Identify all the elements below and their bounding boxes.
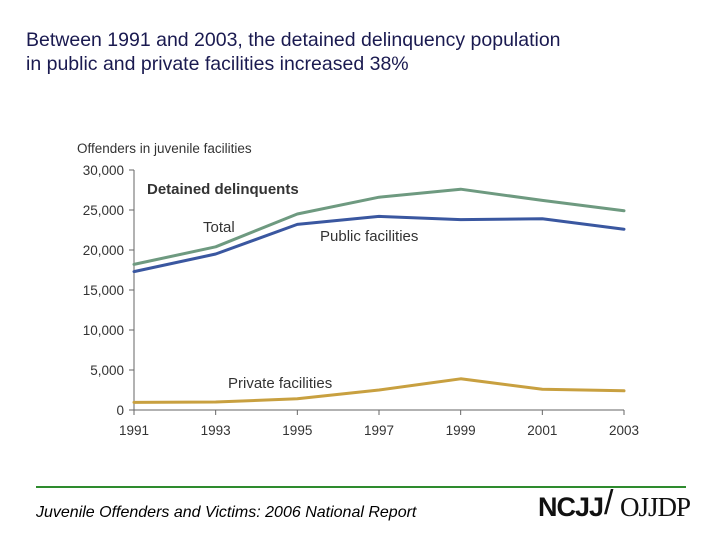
- y-tick-label: 5,000: [90, 363, 124, 378]
- y-tick-label: 10,000: [83, 323, 124, 338]
- y-tick-label: 15,000: [83, 283, 124, 298]
- chart-series: [132, 187, 626, 404]
- slide-title: Between 1991 and 2003, the detained deli…: [26, 28, 706, 76]
- y-axis-label: Offenders in juvenile facilities: [77, 141, 252, 156]
- y-tick-label: 0: [116, 403, 124, 418]
- series-labels: Total Public facilities Private facilities: [203, 219, 418, 392]
- x-tick-label: 2001: [527, 423, 557, 438]
- chart-title: Detained delinquents: [147, 181, 299, 198]
- ojjdp-logo: OJJDP: [620, 492, 691, 522]
- x-tick-label: 1997: [364, 423, 394, 438]
- x-tick-label: 1991: [119, 423, 149, 438]
- ncjj-logo: NCJJ: [538, 492, 604, 522]
- series-label-public-facilities: Public facilities: [320, 228, 418, 245]
- chart-axes: 0 5,000 10,000 15,000 20,000 25,000 30,000 1991…: [83, 163, 639, 438]
- x-tick-label: 1999: [446, 423, 476, 438]
- series-line-public-facilities: [132, 214, 626, 274]
- series-label-total: Total: [203, 219, 235, 236]
- series-line-private-facilities: [132, 377, 626, 404]
- series-line-total: [132, 187, 626, 266]
- logo-divider-slash: /: [604, 484, 614, 522]
- footer-caption: Juvenile Offenders and Victims: 2006 Nat…: [36, 504, 417, 521]
- x-tick-label: 1993: [201, 423, 231, 438]
- x-tick-label: 1995: [282, 423, 312, 438]
- y-tick-label: 30,000: [83, 163, 124, 178]
- footer-rule: [36, 486, 686, 488]
- series-label-private-facilities: Private facilities: [228, 375, 332, 392]
- x-tick-label: 2003: [609, 423, 639, 438]
- y-tick-label: 25,000: [83, 203, 124, 218]
- slide-title-line-1: Between 1991 and 2003, the detained deli…: [26, 29, 561, 51]
- slide-title-line-2: in public and private facilities increas…: [26, 53, 409, 75]
- y-tick-label: 20,000: [83, 243, 124, 258]
